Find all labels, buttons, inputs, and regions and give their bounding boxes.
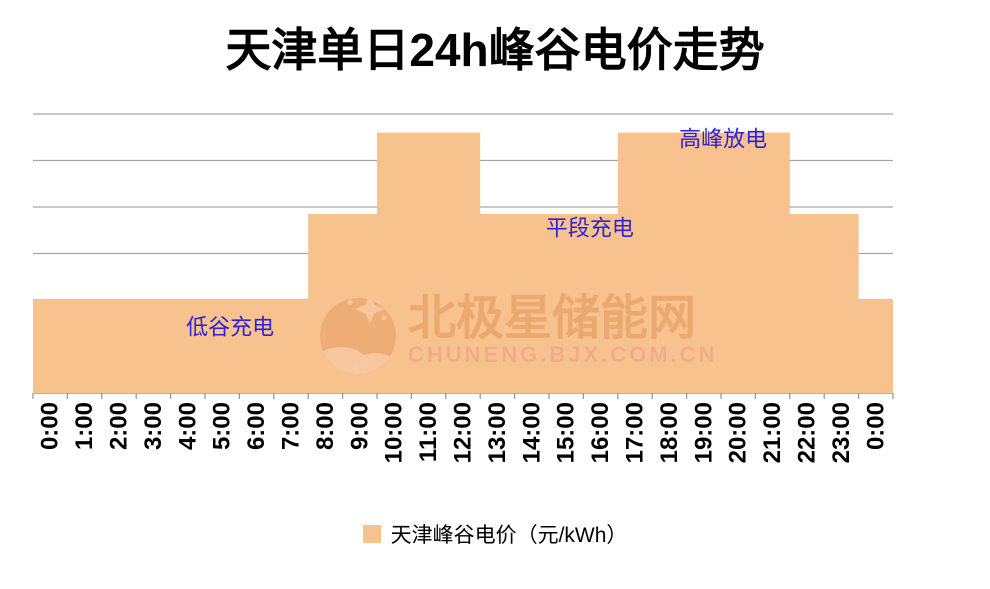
x-axis-label: 5:00 (209, 402, 236, 450)
x-axis-label: 9:00 (346, 402, 373, 450)
annotation-label: 平段充电 (546, 215, 634, 240)
x-axis-label: 6:00 (243, 402, 270, 450)
legend-swatch (362, 525, 381, 543)
x-axis-label: 19:00 (690, 402, 717, 463)
x-axis-label: 15:00 (553, 402, 580, 463)
x-axis-label: 12:00 (450, 402, 477, 463)
x-axis-label: 0:00 (37, 402, 64, 450)
x-axis-label: 23:00 (828, 402, 855, 463)
chart-title: 天津单日24h峰谷电价走势 (225, 24, 765, 76)
annotation-label: 高峰放电 (679, 127, 767, 152)
x-axis-label: 4:00 (174, 402, 201, 450)
x-axis-label: 10:00 (381, 402, 408, 463)
x-axis-labels: 0:00 1:00 2:00 3:00 4:00 5:00 6:00 7:00 8:00 9:00… (37, 402, 890, 463)
chart-annotations: 低谷充电 平段充电 高峰放电 (186, 127, 767, 340)
watermark-url: CHUNENG.BJX.COM.CN (408, 342, 717, 367)
chart-canvas: 北极星储能网 CHUNENG.BJX.COM.CN 0:00 1:00 2:00 3:… (32, 113, 894, 463)
watermark-star-icon (355, 298, 385, 324)
x-axis-label: 20:00 (725, 402, 752, 463)
x-axis-label: 14:00 (518, 402, 545, 463)
annotation-label: 低谷充电 (186, 315, 274, 340)
x-axis-label: 0:00 (862, 402, 889, 450)
legend: 天津峰谷电价（元/kWh） (0, 519, 990, 549)
x-axis-label: 16:00 (587, 402, 614, 463)
x-axis-label: 1:00 (71, 402, 98, 450)
price-area (33, 132, 893, 393)
x-axis-label: 13:00 (484, 402, 511, 463)
x-axis-label: 8:00 (312, 402, 339, 450)
x-axis-label: 7:00 (278, 402, 305, 450)
x-axis-label: 17:00 (622, 402, 649, 463)
x-axis-label: 11:00 (415, 402, 442, 462)
x-axis-label: 21:00 (759, 402, 786, 463)
x-axis-label: 3:00 (140, 402, 167, 450)
watermark: 北极星储能网 CHUNENG.BJX.COM.CN (320, 292, 717, 374)
x-axis-label: 2:00 (106, 402, 133, 450)
watermark-text: 北极星储能网 (408, 292, 696, 345)
x-axis-label: 18:00 (656, 402, 683, 463)
price-area-series (33, 132, 893, 393)
x-axis-label: 22:00 (794, 402, 821, 463)
legend-label: 天津峰谷电价（元/kWh） (390, 524, 628, 547)
x-axis-ticks (32, 393, 894, 399)
